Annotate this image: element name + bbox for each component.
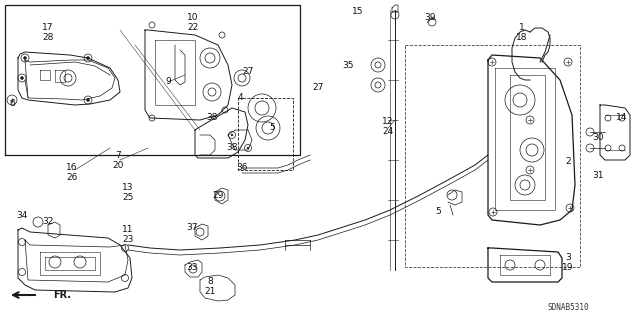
Text: 3: 3 — [565, 254, 571, 263]
Text: 6: 6 — [9, 99, 15, 108]
Text: 4: 4 — [237, 93, 243, 102]
Text: 7: 7 — [115, 151, 121, 160]
Text: 17: 17 — [42, 24, 54, 33]
Text: 5: 5 — [269, 123, 275, 132]
Text: 11: 11 — [122, 226, 134, 234]
Text: 19: 19 — [563, 263, 573, 272]
Circle shape — [86, 99, 90, 101]
Text: 29: 29 — [212, 190, 224, 199]
Text: 23: 23 — [122, 235, 134, 244]
Text: 24: 24 — [382, 128, 394, 137]
Text: FR.: FR. — [53, 290, 71, 300]
Text: 27: 27 — [243, 68, 253, 77]
Text: 35: 35 — [342, 61, 354, 70]
Text: 39: 39 — [424, 13, 436, 23]
Text: 32: 32 — [42, 218, 54, 226]
Text: 16: 16 — [67, 164, 77, 173]
Bar — [238, 98, 293, 170]
Circle shape — [20, 77, 24, 79]
Text: 8: 8 — [207, 278, 213, 286]
Text: 12: 12 — [382, 117, 394, 127]
Text: 38: 38 — [227, 144, 237, 152]
Text: 37: 37 — [186, 224, 198, 233]
Text: 31: 31 — [592, 170, 604, 180]
Text: 27: 27 — [312, 84, 324, 93]
Text: 9: 9 — [165, 78, 171, 86]
Bar — [405, 45, 580, 267]
Text: 22: 22 — [188, 24, 198, 33]
Text: 34: 34 — [16, 211, 28, 219]
Circle shape — [24, 56, 26, 60]
Text: 28: 28 — [42, 33, 54, 42]
Text: 20: 20 — [112, 160, 124, 169]
Text: 38: 38 — [206, 114, 218, 122]
Text: 1: 1 — [519, 24, 525, 33]
Text: 14: 14 — [616, 114, 628, 122]
Text: 30: 30 — [592, 133, 604, 143]
Text: 10: 10 — [188, 13, 199, 23]
Text: 2: 2 — [565, 158, 571, 167]
Text: 5: 5 — [435, 207, 441, 217]
Circle shape — [86, 56, 90, 60]
Text: 15: 15 — [352, 8, 364, 17]
Text: 18: 18 — [516, 33, 528, 42]
Text: 21: 21 — [204, 287, 216, 296]
Text: 26: 26 — [67, 174, 77, 182]
Text: 33: 33 — [186, 263, 198, 272]
Text: 25: 25 — [122, 194, 134, 203]
Circle shape — [247, 147, 249, 149]
Circle shape — [231, 134, 233, 136]
Text: 36: 36 — [236, 164, 248, 173]
Text: SDNAB5310: SDNAB5310 — [547, 303, 589, 313]
Text: 13: 13 — [122, 183, 134, 192]
